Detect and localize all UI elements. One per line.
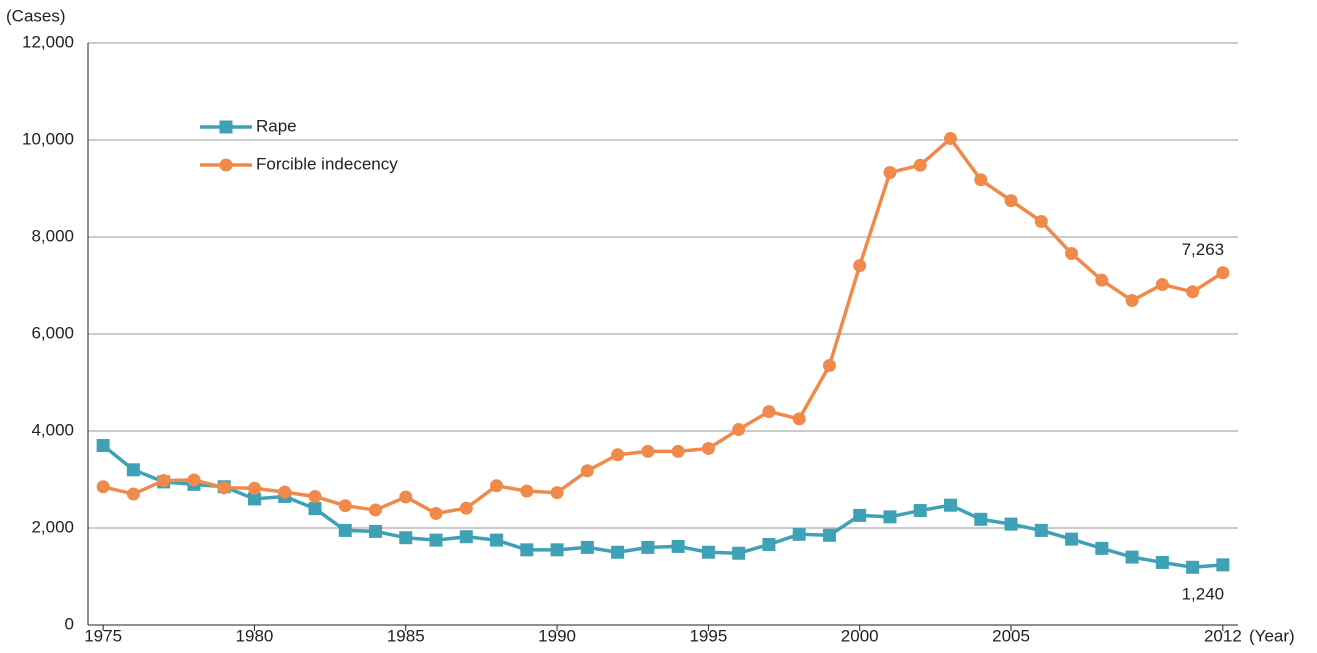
marker: [913, 504, 927, 518]
y-tick-label: 6,000: [31, 323, 74, 342]
marker: [671, 444, 685, 458]
marker: [369, 524, 382, 538]
legend-marker: [219, 158, 233, 172]
marker: [338, 523, 352, 537]
marker: [429, 506, 443, 520]
marker: [308, 502, 322, 516]
y-axis-label: (Cases): [6, 6, 66, 25]
marker: [641, 540, 655, 554]
marker: [1155, 555, 1169, 569]
marker: [732, 423, 746, 437]
x-tick-label: 2000: [841, 626, 879, 645]
series-line: [102, 136, 1224, 516]
marker: [1034, 523, 1048, 537]
marker: [1034, 214, 1048, 228]
marker: [1186, 285, 1200, 299]
marker: [1004, 194, 1018, 208]
marker: [520, 484, 534, 498]
marker: [974, 512, 988, 526]
marker: [944, 498, 957, 512]
marker: [974, 173, 988, 187]
marker: [1186, 560, 1200, 574]
marker: [883, 510, 897, 524]
marker: [338, 499, 352, 513]
y-tick-label: 10,000: [22, 129, 74, 148]
marker: [126, 487, 140, 501]
x-tick-label: 2012: [1204, 626, 1242, 645]
marker: [732, 546, 746, 560]
marker: [1216, 558, 1230, 572]
marker: [701, 441, 715, 455]
marker: [641, 444, 655, 458]
marker: [1065, 246, 1079, 260]
marker: [822, 359, 836, 373]
x-tick-label: 1990: [538, 626, 576, 645]
marker: [308, 489, 322, 503]
marker: [1216, 266, 1230, 280]
marker: [853, 508, 867, 522]
marker: [701, 545, 715, 559]
marker: [247, 481, 261, 495]
marker: [1125, 550, 1139, 564]
marker: [96, 439, 110, 453]
x-tick-label: 1985: [387, 626, 425, 645]
marker: [1095, 541, 1109, 555]
marker: [490, 479, 504, 493]
marker: [1004, 517, 1018, 531]
marker: [187, 473, 201, 487]
marker: [550, 486, 564, 500]
marker: [853, 259, 867, 273]
marker: [520, 543, 534, 557]
marker: [671, 539, 685, 553]
legend-label: Rape: [256, 116, 297, 135]
marker: [1095, 273, 1109, 287]
x-tick-label: 2005: [992, 626, 1030, 645]
marker: [399, 490, 413, 504]
marker: [550, 543, 564, 557]
marker: [792, 527, 806, 541]
marker: [822, 528, 836, 542]
y-tick-label: 0: [65, 614, 74, 633]
marker: [459, 501, 473, 515]
x-tick-label: 1995: [689, 626, 727, 645]
x-axis-label: (Year): [1249, 626, 1295, 645]
y-tick-label: 8,000: [31, 226, 74, 245]
y-tick-label: 4,000: [31, 420, 74, 439]
y-tick-label: 12,000: [22, 32, 74, 51]
y-tick-label: 2,000: [31, 517, 74, 536]
marker: [459, 530, 473, 544]
data-label: 1,240: [1182, 584, 1225, 603]
marker: [126, 463, 140, 477]
series-line: [102, 444, 1224, 570]
x-tick-label: 1975: [84, 626, 122, 645]
marker: [611, 448, 625, 462]
marker: [1065, 532, 1079, 546]
marker: [157, 473, 171, 487]
marker: [429, 533, 443, 547]
marker: [1125, 294, 1139, 308]
marker: [399, 531, 413, 545]
marker: [883, 165, 897, 179]
marker: [792, 412, 806, 426]
marker: [762, 537, 776, 551]
marker: [1155, 278, 1169, 292]
marker: [247, 492, 261, 506]
marker: [580, 540, 594, 554]
marker: [217, 481, 231, 495]
data-label: 7,263: [1182, 240, 1225, 259]
marker: [762, 405, 776, 419]
marker: [580, 464, 594, 478]
marker: [96, 480, 110, 494]
marker: [369, 503, 382, 517]
marker: [278, 485, 292, 499]
marker: [944, 132, 957, 146]
marker: [913, 158, 927, 172]
x-tick-label: 1980: [236, 626, 274, 645]
marker: [490, 533, 504, 547]
legend-label: Forcible indecency: [256, 154, 398, 173]
marker: [611, 545, 625, 559]
legend-marker: [219, 120, 233, 134]
